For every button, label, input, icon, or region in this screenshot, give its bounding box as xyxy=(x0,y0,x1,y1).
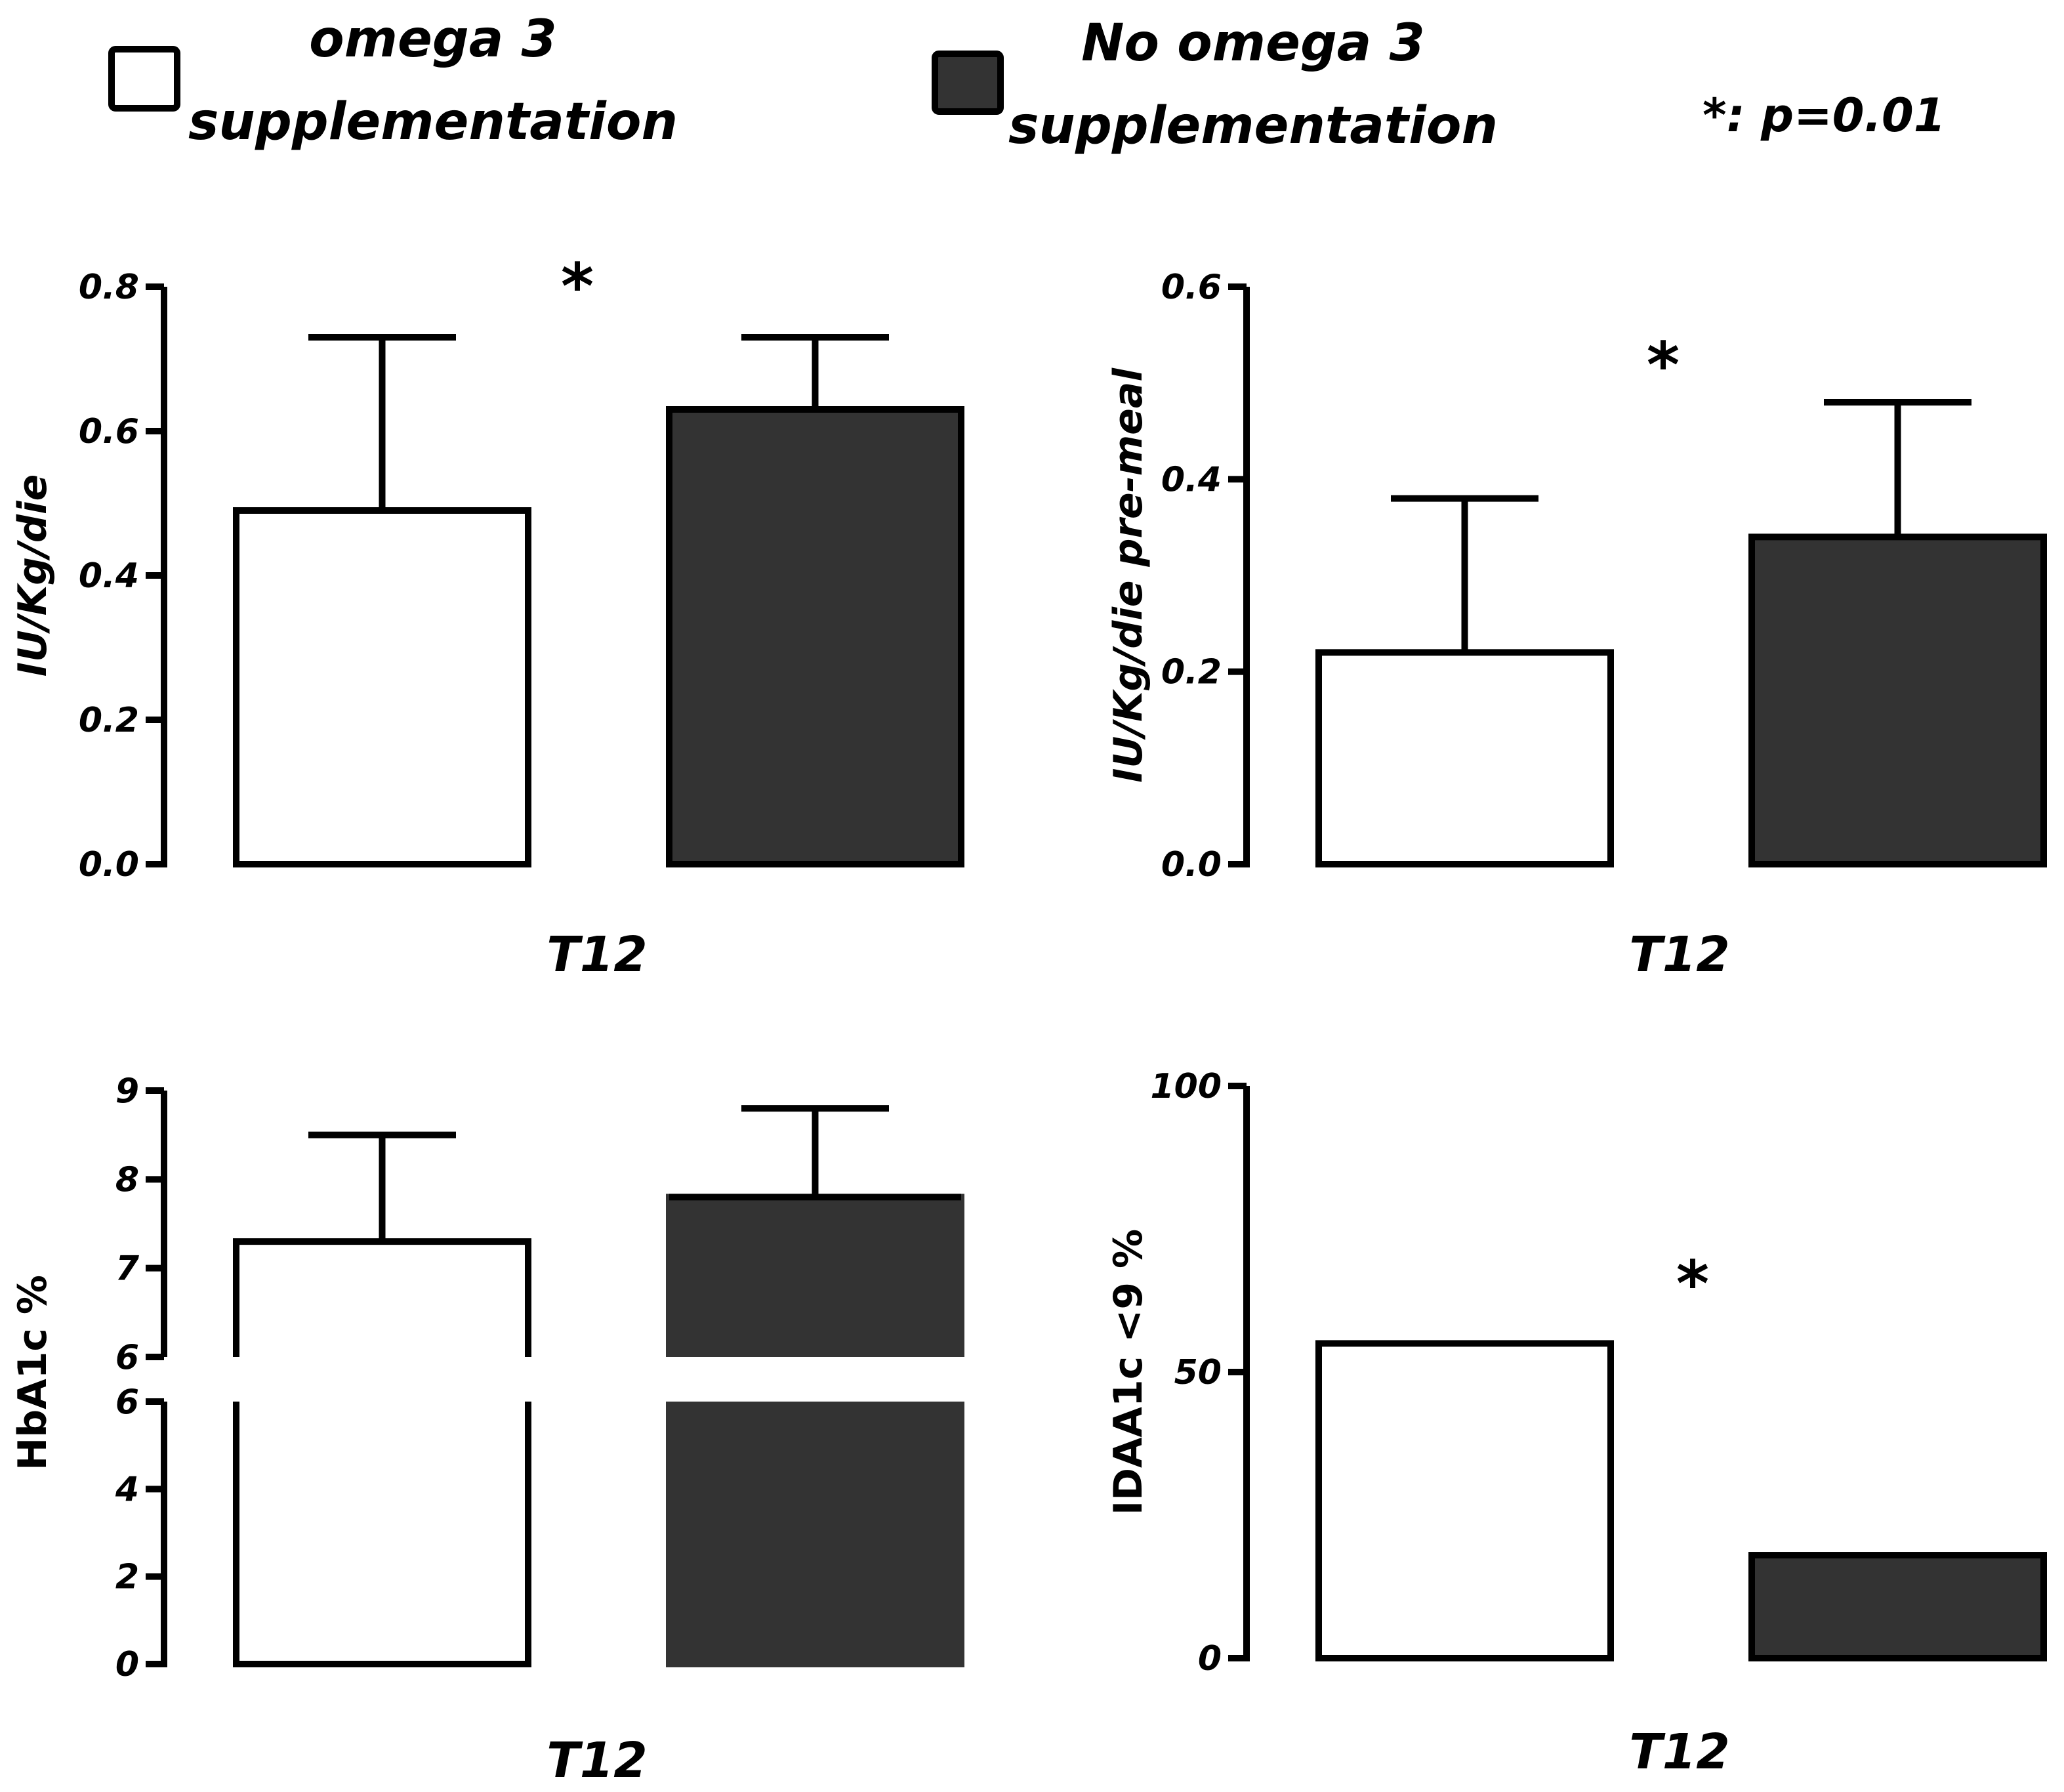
legend-label-no-omega3-line2: supplementation xyxy=(1008,96,1498,156)
bar-lower xyxy=(666,1402,964,1667)
y-tick-label: 7 xyxy=(115,1249,140,1289)
y-tick-label: 2 xyxy=(115,1558,139,1597)
charts-group: 0.0 0.2 0.4 0.6 0.8 IU/Kg/die T12 * 0.0 0.2 0.4 0.6… xyxy=(10,250,2047,1789)
bar xyxy=(1748,1552,2047,1662)
legend-swatch-no-omega3 xyxy=(932,51,1004,115)
bar-lower xyxy=(233,1402,531,1667)
y-axis-title: IU/Kg/die xyxy=(10,474,56,677)
y-axis-title: IU/Kg/die pre-meal xyxy=(1105,367,1151,783)
y-tick-label: 0 xyxy=(1198,1639,1222,1678)
y-tick-label: 0.2 xyxy=(1161,653,1222,692)
x-category-label: T12 xyxy=(547,927,647,983)
bar xyxy=(1315,1340,1614,1662)
bar xyxy=(1748,533,2047,867)
y-axis-title: IDAA1c <9 % xyxy=(1105,1229,1151,1515)
y-tick-label: 6 xyxy=(115,1338,139,1377)
y-axis-title: HbA1c % xyxy=(10,1275,56,1470)
chart-2: 0.0 0.2 0.4 0.6 IU/Kg/die pre-meal T12 * xyxy=(1105,268,2047,983)
legend-label-no-omega3-line1: No omega 3 xyxy=(1081,14,1425,73)
y-tick-label: 50 xyxy=(1174,1353,1222,1392)
x-category-label: T12 xyxy=(547,1732,647,1789)
significance-star: * xyxy=(561,250,594,323)
chart-4: 0 50 100 IDAA1c <9 % T12 * xyxy=(1105,1067,2047,1780)
bar-upper xyxy=(666,1194,964,1357)
y-tick-label: 0.0 xyxy=(79,845,139,885)
y-tick-label: 0 xyxy=(115,1645,139,1684)
bar-upper xyxy=(233,1238,531,1357)
legend-label-omega3-line2: supplementation xyxy=(188,93,678,152)
legend-label-omega3-line1: omega 3 xyxy=(309,10,557,69)
y-tick-label: 0.6 xyxy=(79,412,139,451)
chart-1: 0.0 0.2 0.4 0.6 0.8 IU/Kg/die T12 * xyxy=(10,250,964,983)
significance-note: *: p=0.01 xyxy=(1703,89,1945,142)
y-tick-label: 0.0 xyxy=(1161,845,1222,885)
y-tick-label: 0.6 xyxy=(1161,268,1222,307)
bar xyxy=(233,507,531,867)
y-tick-label: 6 xyxy=(115,1383,139,1422)
bar xyxy=(1315,649,1614,867)
significance-star: * xyxy=(1676,1247,1709,1321)
y-tick-label: 0.4 xyxy=(1161,460,1222,499)
legend-swatch-omega3 xyxy=(108,46,180,112)
x-category-label: T12 xyxy=(1629,1724,1729,1780)
bar xyxy=(666,406,964,867)
y-tick-label: 100 xyxy=(1150,1067,1222,1106)
y-tick-label: 0.8 xyxy=(79,268,139,307)
y-tick-label: 0.2 xyxy=(79,701,139,740)
significance-star: * xyxy=(1647,329,1680,402)
chart-3: 6 7 8 9 0 2 4 6 HbA1c % T12 xyxy=(10,1072,964,1789)
y-tick-label: 9 xyxy=(115,1072,139,1111)
legend: omega 3 supplementation No omega 3 suppl… xyxy=(108,10,1945,156)
x-category-label: T12 xyxy=(1629,927,1729,983)
y-tick-label: 8 xyxy=(115,1160,139,1199)
y-tick-label: 4 xyxy=(115,1470,139,1509)
y-tick-label: 0.4 xyxy=(79,556,139,596)
